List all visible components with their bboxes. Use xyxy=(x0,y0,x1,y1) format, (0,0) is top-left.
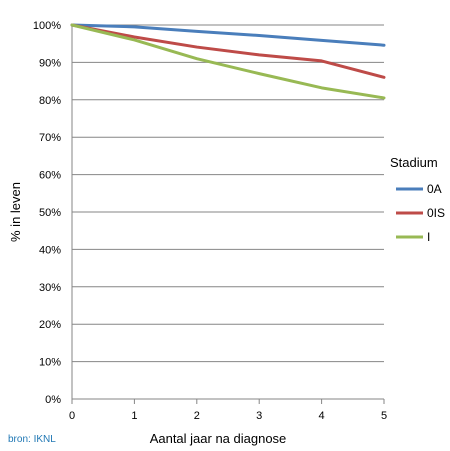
legend: Stadium 0A 0IS I xyxy=(390,155,445,244)
legend-title: Stadium xyxy=(390,155,438,170)
y-tick-label: 70% xyxy=(39,132,61,144)
y-axis-title: % in leven xyxy=(8,182,23,242)
y-axis-ticks: 0% 10% 20% 30% 40% 50% 60% 70% 80% 90% 100% xyxy=(33,20,61,406)
series-line-i xyxy=(70,23,386,100)
y-tick-label: 40% xyxy=(39,244,61,256)
legend-label-i: I xyxy=(427,230,430,244)
x-tick-label: 2 xyxy=(194,410,200,422)
series-line-0is xyxy=(70,23,386,79)
x-axis-title: Aantal jaar na diagnose xyxy=(150,431,287,446)
y-tick-label: 50% xyxy=(39,207,61,219)
y-tick-label: 10% xyxy=(39,357,61,369)
x-tick-label: 4 xyxy=(319,410,325,422)
series-line-0a xyxy=(70,23,386,47)
y-tick-label: 60% xyxy=(39,170,61,182)
legend-label-0is: 0IS xyxy=(427,206,445,220)
y-tick-label: 100% xyxy=(33,20,61,32)
x-tick-label: 0 xyxy=(69,410,75,422)
x-tick-label: 5 xyxy=(381,410,387,422)
gridlines xyxy=(72,24,384,363)
source-note: bron: IKNL xyxy=(8,434,56,445)
y-tick-label: 0% xyxy=(45,394,61,406)
x-tick-label: 1 xyxy=(131,410,137,422)
y-tick-label: 90% xyxy=(39,57,61,69)
legend-label-0a: 0A xyxy=(427,182,442,196)
x-axis-ticks: 0 1 2 3 4 5 xyxy=(69,399,387,422)
y-tick-label: 20% xyxy=(39,319,61,331)
y-tick-label: 80% xyxy=(39,95,61,107)
y-tick-label: 30% xyxy=(39,282,61,294)
x-tick-label: 3 xyxy=(256,410,262,422)
series-lines xyxy=(70,23,386,100)
